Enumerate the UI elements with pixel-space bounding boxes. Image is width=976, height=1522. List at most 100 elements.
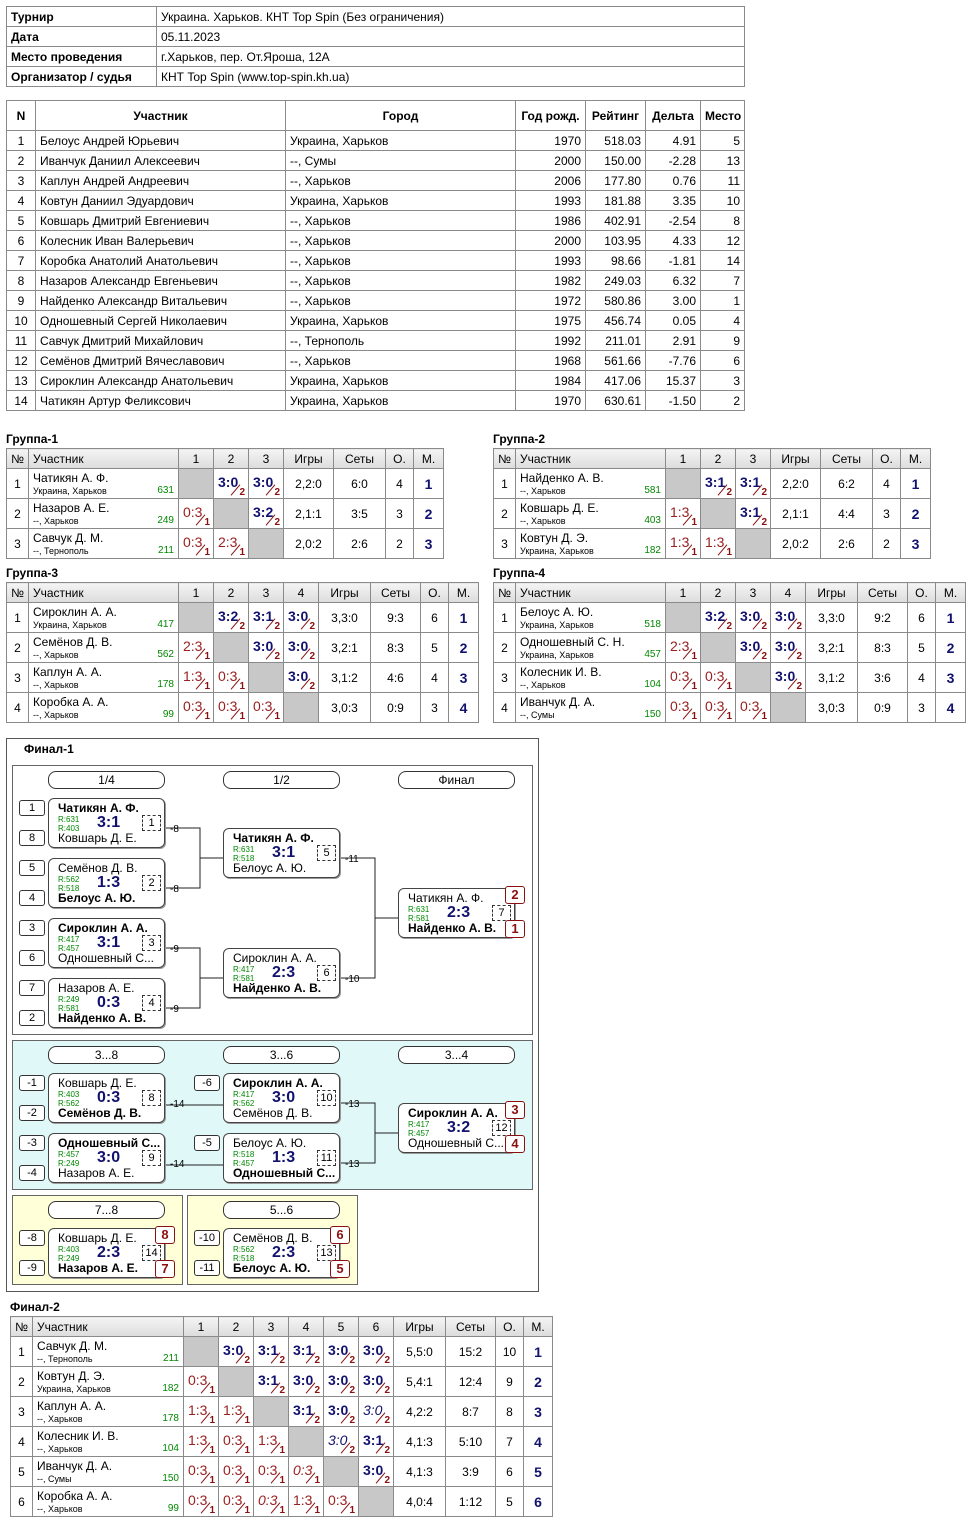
number: 3	[10, 1396, 33, 1427]
player-rating: R:417	[58, 935, 80, 944]
player-name: Семёнов Д. В.	[233, 1106, 313, 1120]
points: 1	[691, 517, 697, 528]
match: Сироклин А. А. R:417 Найденко А. В. R:581 2:…	[223, 948, 340, 998]
name: Найденко А. В.	[520, 471, 604, 485]
score: 3:1	[293, 1402, 314, 1418]
score: 2:3	[218, 534, 238, 550]
cell: 9	[700, 330, 745, 351]
score: 3:0	[775, 638, 796, 654]
column-header: 2	[700, 582, 736, 603]
name: Ковшарь Д. Е.	[520, 501, 599, 515]
group-row: 4 Коробка А. А. --, Харьков 99 0:3 1 0:3 1 0:3 1 3…	[6, 692, 479, 723]
result: 0:3 1	[288, 1456, 324, 1487]
points: 1	[244, 1445, 250, 1456]
info-label: Турнир	[6, 6, 157, 27]
points: 2	[314, 1355, 320, 1366]
points: 2	[274, 621, 280, 632]
self-cell	[283, 692, 319, 723]
rating: 581	[644, 485, 661, 496]
group-row: 3 Каплун А. А. --, Харьков 178 1:3 1 1:3 1 3:1 2 3…	[10, 1396, 553, 1427]
games: 4,2:2	[393, 1396, 446, 1427]
cell: Чатикян Артур Феликсович	[35, 390, 286, 411]
games: 3,0:3	[318, 692, 371, 723]
score: 0:3	[183, 698, 203, 714]
group-row: 4 Иванчук Д. А. --, Сумы 150 0:3 1 0:3 1 0:3 1 3,0…	[493, 692, 966, 723]
player-name: Семёнов Д. В.	[233, 1231, 313, 1245]
score: 1:3	[223, 1402, 243, 1418]
match-number: 4	[142, 995, 161, 1011]
player-name: Найденко А. В.	[408, 921, 497, 935]
player-name: Сироклин А. А.	[233, 1076, 323, 1090]
player-name: Сироклин А. А.	[408, 1106, 498, 1120]
points-total: 3	[385, 498, 414, 529]
seed: 7	[19, 980, 45, 996]
result: 2:3 1	[213, 528, 249, 559]
points: 2	[239, 621, 245, 632]
number: 2	[10, 1366, 33, 1397]
cell: --, Харьков	[285, 270, 516, 291]
loser-to: -9	[170, 1004, 179, 1015]
column-header: 3	[253, 1316, 289, 1337]
city: --, Харьков	[33, 710, 79, 720]
place: 3	[523, 1396, 553, 1427]
match: Семёнов Д. В. R:562 Белоус А. Ю. R:518 1:3 2	[48, 858, 165, 908]
rating: 403	[644, 515, 661, 526]
column-header: О.	[907, 582, 936, 603]
group-table: № Участник 1 2 3 Игры Сеты О. М. 1 Чатикян А. Ф. Ук…	[6, 448, 444, 559]
points-total: 10	[495, 1336, 524, 1367]
place: 4	[523, 1426, 553, 1457]
points: 1	[274, 711, 280, 722]
self-cell	[700, 632, 736, 663]
score: 1:3	[670, 534, 690, 550]
score: 1:3	[258, 1432, 278, 1448]
result: 1:3 1	[288, 1486, 324, 1517]
cell: 1992	[515, 330, 586, 351]
player-name: Семёнов Д. В.	[58, 1106, 142, 1120]
score: 3:0	[363, 1402, 383, 1418]
sets: 4:6	[370, 662, 421, 693]
score: 3:0	[288, 638, 309, 654]
cell: 12	[700, 230, 745, 251]
result: 3:0 2	[770, 662, 806, 693]
number: 1	[493, 468, 516, 499]
rating: 150	[162, 1473, 179, 1484]
result: 3:0 2	[358, 1456, 394, 1487]
match-score: 1:3	[97, 874, 121, 891]
score: 3:1	[258, 1372, 279, 1388]
self-cell	[770, 692, 806, 723]
cell: 4.33	[645, 230, 701, 251]
result: 3:0 2	[213, 468, 249, 499]
result: 3:1 2	[248, 602, 284, 633]
result: 1:3 1	[178, 662, 214, 693]
cell: 561.66	[585, 350, 646, 371]
points: 2	[314, 1385, 320, 1396]
result: 3:0 2	[323, 1336, 359, 1367]
rating: 457	[644, 649, 661, 660]
points: 2	[314, 1415, 320, 1426]
score: 0:3	[188, 1492, 208, 1508]
city: --, Тернополь	[37, 1354, 93, 1364]
cell: 518.03	[585, 130, 646, 151]
seed: -10	[194, 1230, 220, 1246]
match-score: 1:3	[272, 1149, 296, 1166]
cell: 14	[700, 250, 745, 271]
games: 3,1:2	[805, 662, 858, 693]
column-header: Город	[285, 100, 516, 131]
seed: -1	[19, 1075, 45, 1091]
self-cell	[323, 1456, 359, 1487]
participant: Белоус А. Ю. Украина, Харьков 518	[515, 602, 666, 633]
column-header: Участник	[28, 582, 179, 603]
place: 2	[523, 1366, 553, 1397]
match-number: 11	[317, 1150, 336, 1166]
cell: 1	[700, 290, 745, 311]
header-row: № Участник 1 2 3 Игры Сеты О. М.	[493, 448, 931, 469]
score: 0:3	[218, 668, 238, 684]
points-total: 5	[907, 632, 936, 663]
participant-row: 4 Ковтун Даниил Эдуардович Украина, Харько…	[6, 190, 745, 211]
player-name: Белоус А. Ю.	[58, 891, 136, 905]
score: 0:3	[258, 1462, 278, 1478]
sets: 5:10	[445, 1426, 496, 1457]
city: --, Сумы	[37, 1474, 72, 1484]
column-header: Участник	[35, 100, 286, 131]
cell: 1986	[515, 210, 586, 231]
